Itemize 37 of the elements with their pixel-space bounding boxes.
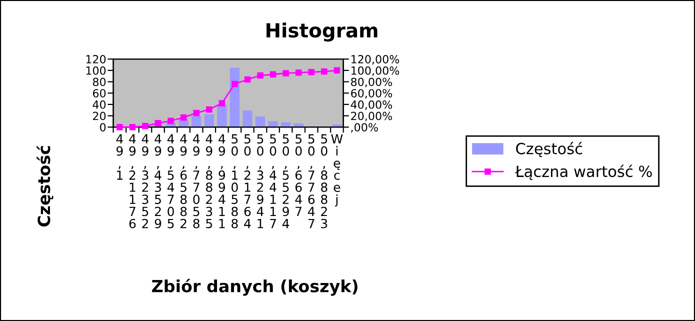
x-tick-label: 49,54705	[167, 134, 174, 228]
y2-tick-label: 80,00%	[351, 78, 392, 88]
y-tick-label: 80	[92, 78, 106, 86]
y2-tick-label: 100,00%	[351, 66, 400, 76]
y-axis-title: Częstość	[36, 146, 54, 227]
chart-title: Histogram	[266, 22, 378, 42]
x-tick-label: 49,99411	[218, 134, 226, 228]
y-tick-label: 100	[86, 66, 106, 75]
y2-tick-label: 120,00%	[351, 55, 400, 65]
y2-tick-label: 40,00%	[350, 100, 392, 110]
x-tick-label: 49,88235	[206, 134, 212, 228]
y-tick-label: 0	[100, 123, 106, 132]
y-tick-label: 40	[92, 100, 106, 109]
x-tick-label: 49,77058	[192, 134, 200, 228]
x-tick-label: 49,43529	[154, 134, 162, 228]
x-tick-label: 49,1	[116, 134, 123, 180]
y-tick-label: 20	[93, 112, 106, 120]
y2-tick-label: ,00%	[351, 123, 378, 133]
y-tick-label: 120	[86, 55, 106, 64]
x-tick-label: 50,88823	[321, 134, 328, 228]
x-tick-label: 50,10588	[232, 134, 238, 228]
x-tick-label: 49,65882	[180, 134, 187, 228]
x-tick-label: 50,21764	[244, 134, 251, 228]
x-tick-label: 49,32352	[142, 134, 149, 228]
x-tick-label: 50,6647	[295, 134, 302, 216]
x-tick-label: 50,55294	[282, 134, 290, 228]
x-tick-label: 50,44117	[270, 134, 276, 228]
legend-label: Łączna wartość %	[515, 164, 652, 180]
x-tick-label: 49,21176	[129, 134, 136, 228]
legend-label: Częstość	[516, 142, 582, 158]
x-tick-label: 50,77647	[308, 134, 315, 228]
x-tick-label: Więcej	[331, 134, 343, 207]
y-tick-label: 60	[92, 89, 106, 98]
y2-tick-label: 20,00%	[351, 112, 392, 122]
y2-tick-label: 60,00%	[351, 89, 392, 99]
x-tick-label: 50,32941	[256, 134, 264, 228]
x-axis-title: Zbiór danych (koszyk)	[152, 278, 358, 296]
